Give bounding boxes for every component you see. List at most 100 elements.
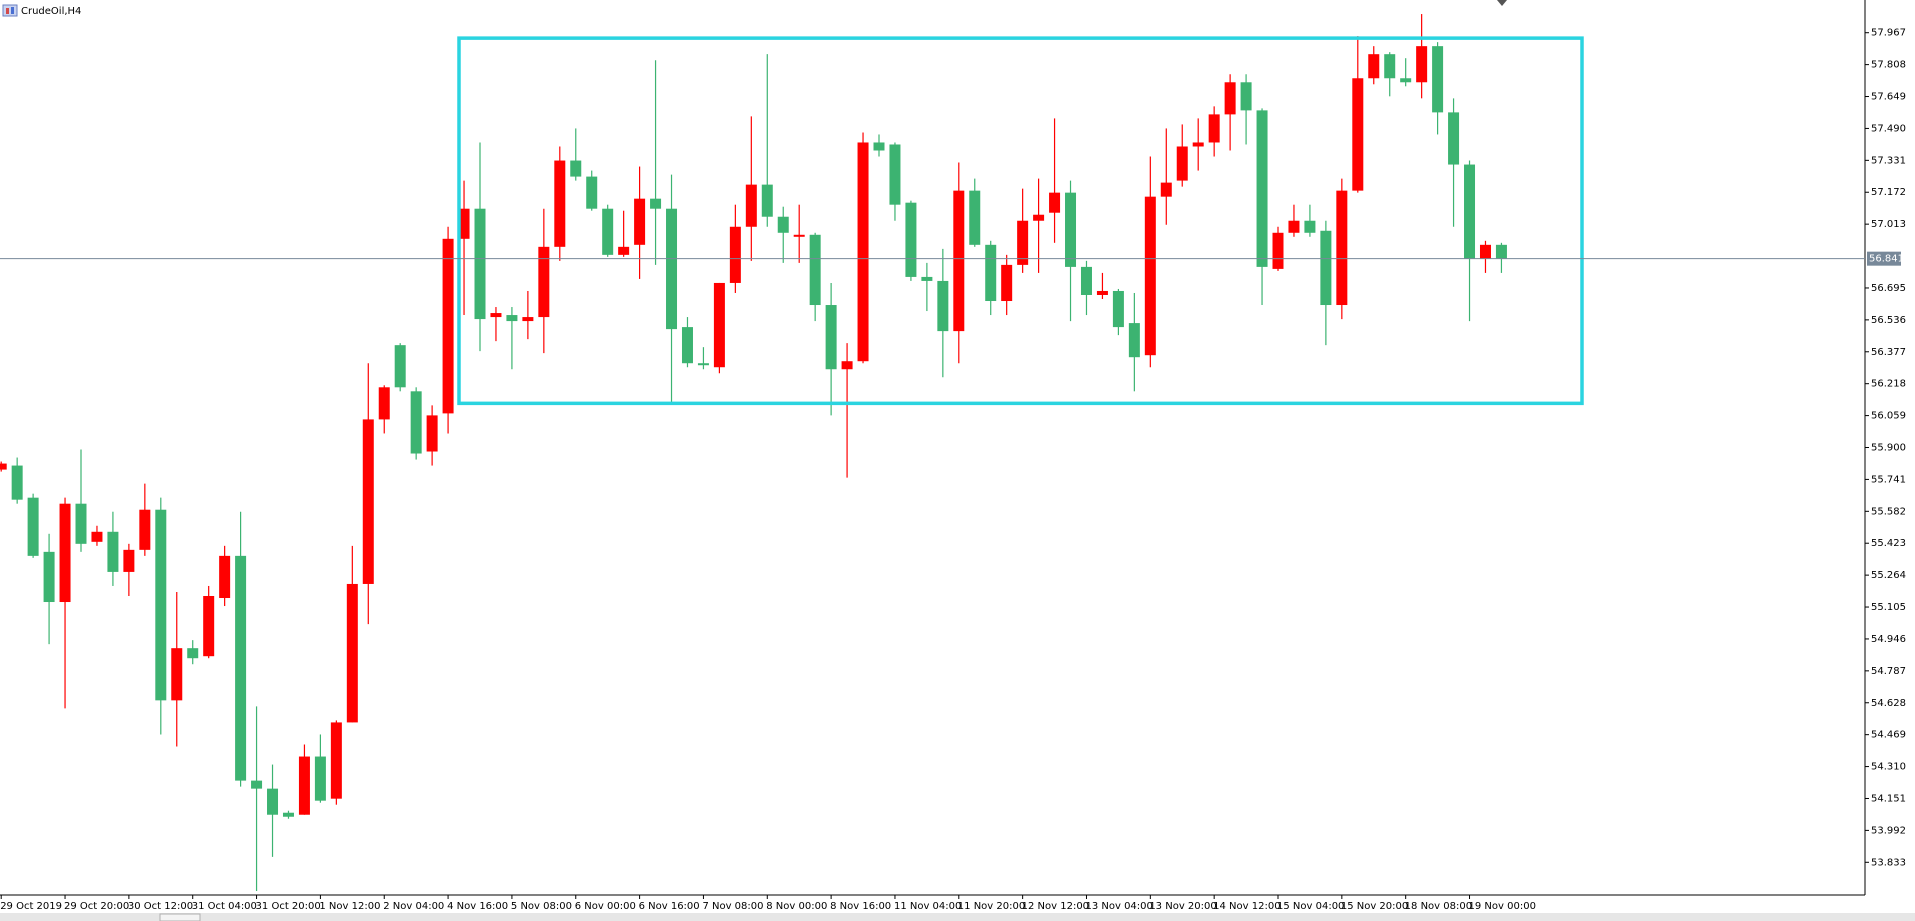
- candle-body: [1033, 214, 1045, 221]
- tab-bar: [0, 913, 1915, 921]
- candle-body: [107, 531, 119, 572]
- y-tick-label: 54.628: [1871, 698, 1906, 709]
- candle-body: [1495, 244, 1507, 259]
- candle-body: [1096, 290, 1108, 295]
- candle-body: [0, 463, 7, 470]
- candle-body: [442, 238, 454, 414]
- y-tick-label: 56.536: [1871, 315, 1906, 326]
- y-tick-label: 56.059: [1871, 411, 1906, 422]
- candle-body: [139, 509, 151, 550]
- y-tick-label: 57.649: [1871, 92, 1906, 103]
- candle-body: [1176, 146, 1188, 181]
- candle-body: [1352, 78, 1364, 191]
- candle-body: [713, 282, 725, 368]
- x-tick-label: 8 Nov 16:00: [830, 901, 891, 912]
- candle-body: [1240, 82, 1252, 111]
- x-tick-label: 30 Oct 12:00: [128, 901, 193, 912]
- chart-title: CrudeOil,H4: [21, 6, 81, 17]
- candle-body: [1479, 244, 1491, 259]
- candle-body: [75, 503, 87, 544]
- symbol-icon: [2, 4, 18, 17]
- y-tick-label: 53.833: [1871, 857, 1906, 868]
- y-tick-label: 55.264: [1871, 570, 1906, 581]
- tab: [159, 913, 201, 921]
- candle-body: [1304, 220, 1316, 233]
- candle-body: [1224, 82, 1236, 115]
- x-tick-label: 12 Nov 12:00: [1022, 901, 1089, 912]
- candle-body: [761, 184, 773, 217]
- candle-body: [11, 465, 23, 500]
- candle-body: [1368, 54, 1380, 79]
- candle-body: [889, 144, 901, 205]
- x-tick-label: 15 Nov 20:00: [1341, 901, 1408, 912]
- candle-body: [378, 387, 390, 420]
- candle-body: [506, 315, 518, 322]
- candle-body: [1464, 164, 1476, 259]
- candle-body: [937, 280, 949, 332]
- candle-body: [745, 184, 757, 227]
- candle-body: [1192, 142, 1204, 147]
- candle-body: [905, 202, 917, 277]
- candle-body: [362, 419, 374, 584]
- candle-body: [251, 780, 263, 789]
- x-tick-label: 29 Oct 20:00: [64, 901, 129, 912]
- candle-body: [394, 345, 406, 388]
- x-tick-label: 31 Oct 04:00: [192, 901, 257, 912]
- x-tick-label: 8 Nov 00:00: [766, 901, 827, 912]
- x-tick-label: 31 Oct 20:00: [256, 901, 321, 912]
- candle-body: [410, 391, 422, 454]
- candle-body: [777, 216, 789, 233]
- candle-body: [522, 317, 534, 322]
- candle-body: [921, 276, 933, 281]
- candle-body: [1384, 54, 1396, 79]
- candle-body: [729, 226, 741, 283]
- candle-body: [809, 234, 821, 306]
- y-tick-label: 54.787: [1871, 666, 1906, 677]
- candle-body: [857, 142, 869, 362]
- candle-body: [490, 313, 502, 318]
- candle-body: [793, 234, 805, 237]
- candle-body: [27, 497, 39, 556]
- x-tick-label: 5 Nov 08:00: [511, 901, 572, 912]
- y-tick-label: 55.900: [1871, 443, 1906, 454]
- price-label-bg: [1867, 251, 1901, 266]
- candle-body: [985, 244, 997, 302]
- x-tick-label: 19 Nov 00:00: [1469, 901, 1536, 912]
- candle-body: [1017, 220, 1029, 265]
- x-tick-label: 14 Nov 12:00: [1213, 901, 1280, 912]
- candle-body: [969, 190, 981, 245]
- candle-body: [953, 190, 965, 332]
- candle-body: [203, 595, 215, 657]
- price-label: 56.841: [1869, 254, 1904, 265]
- candle-body: [1049, 192, 1061, 213]
- candle-body: [825, 305, 837, 370]
- y-tick-label: 54.469: [1871, 730, 1906, 741]
- candle-body: [426, 415, 438, 452]
- x-tick-label: 2 Nov 04:00: [383, 901, 444, 912]
- x-tick-label: 6 Nov 00:00: [575, 901, 636, 912]
- candle-body: [1320, 230, 1332, 306]
- candle-body: [586, 176, 598, 209]
- candle-body: [123, 549, 135, 572]
- candle-body: [187, 648, 199, 659]
- candle-body: [1400, 78, 1412, 83]
- candle-body: [1112, 290, 1124, 328]
- candle-body: [570, 160, 582, 177]
- x-tick-label: 7 Nov 08:00: [702, 901, 763, 912]
- candle-body: [59, 503, 71, 603]
- y-tick-label: 56.218: [1871, 379, 1906, 390]
- candle-body: [314, 756, 326, 801]
- candle-body: [1128, 323, 1140, 358]
- y-tick-label: 57.172: [1871, 187, 1906, 198]
- candle-body: [91, 531, 103, 542]
- candle-body: [1160, 182, 1172, 197]
- x-tick-label: 11 Nov 04:00: [894, 901, 961, 912]
- y-tick-label: 56.695: [1871, 283, 1906, 294]
- x-tick-label: 13 Nov 04:00: [1085, 901, 1152, 912]
- candle-body: [43, 551, 55, 603]
- candle-body: [1144, 196, 1156, 356]
- candle-body: [458, 208, 470, 239]
- candle-body: [235, 555, 247, 781]
